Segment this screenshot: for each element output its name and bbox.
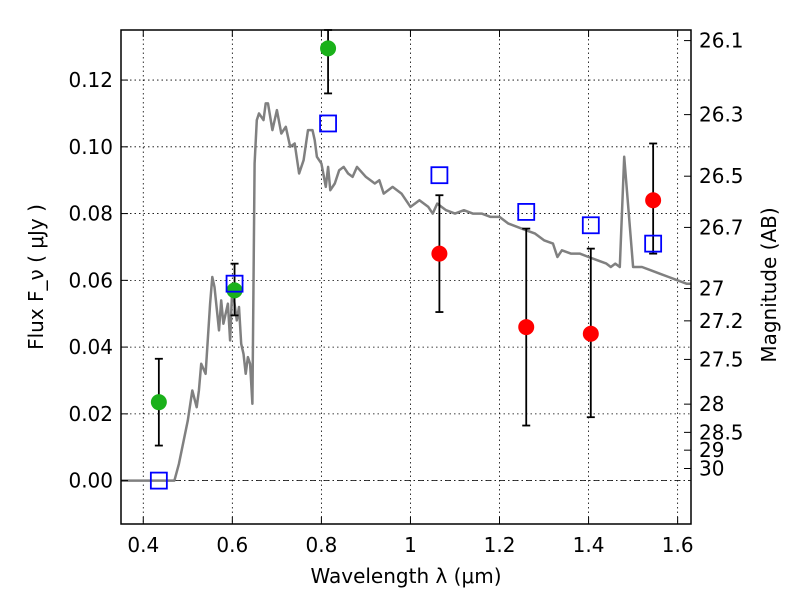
right-tick-label: 27: [699, 277, 724, 301]
right-tick-label: 27.5: [699, 347, 744, 371]
green-data-point: [226, 282, 243, 299]
model-photometry-square: [517, 203, 536, 221]
y-tick-label: 0.02: [68, 402, 113, 426]
x-tick-label: 0.8: [305, 533, 337, 557]
right-tick-label: 26.1: [699, 29, 744, 53]
x-tick-label: 1.4: [573, 533, 605, 557]
data-markers: [149, 40, 663, 490]
x-tick-label: 0.4: [127, 533, 159, 557]
grid-lines: [121, 30, 691, 524]
y-tick-label: 0.00: [68, 469, 113, 493]
right-tick-label: 30: [699, 456, 724, 480]
plot-frame: [120, 29, 692, 525]
model-spectrum: [121, 102, 691, 482]
x-tick-label: 0.6: [216, 533, 248, 557]
x-tick-label: 1.2: [484, 533, 516, 557]
red-data-point: [645, 192, 662, 209]
model-photometry-square: [644, 234, 663, 253]
y-tick-label: 0.06: [68, 268, 113, 292]
model-photometry-square: [430, 166, 449, 185]
right-tick-label: 26.5: [699, 164, 744, 188]
model-spectrum-line: [121, 102, 691, 482]
model-photometry-square: [319, 114, 337, 133]
model-photometry-square: [225, 274, 244, 293]
right-tick-label: 28.5: [699, 420, 744, 444]
right-tick-label: 29: [699, 438, 724, 462]
red-data-point: [431, 245, 448, 262]
y-tick-label: 0.04: [68, 335, 113, 359]
green-data-point: [320, 40, 337, 57]
right-tick-label: 26.3: [699, 103, 744, 127]
red-data-point: [518, 319, 535, 336]
x-tick-label: 1.6: [662, 533, 694, 557]
green-data-point: [150, 394, 167, 411]
red-data-point: [582, 325, 599, 342]
y-tick-label: 0.10: [68, 135, 113, 159]
model-photometry-square: [581, 216, 600, 235]
x-axis-label: Wavelength λ (μm): [310, 564, 501, 588]
right-tick-label: 28: [699, 392, 724, 416]
y-axis-label-right: Magnitude (AB): [757, 207, 781, 362]
axis-ticks: 0.4 0.6 0.8 1 1.2 1.4 1.6 0.00 0.02 0.04 0.06 0.08 0…: [68, 29, 743, 557]
y-axis-label-left: Flux F_ν ( μJy ): [24, 204, 48, 350]
model-photometry-square: [149, 471, 168, 490]
y-tick-label: 0.12: [68, 68, 113, 92]
right-tick-label: 26.7: [699, 215, 744, 239]
right-tick-label: 27.2: [699, 309, 744, 333]
y-tick-label: 0.08: [68, 202, 113, 226]
x-tick-label: 1: [404, 533, 417, 557]
